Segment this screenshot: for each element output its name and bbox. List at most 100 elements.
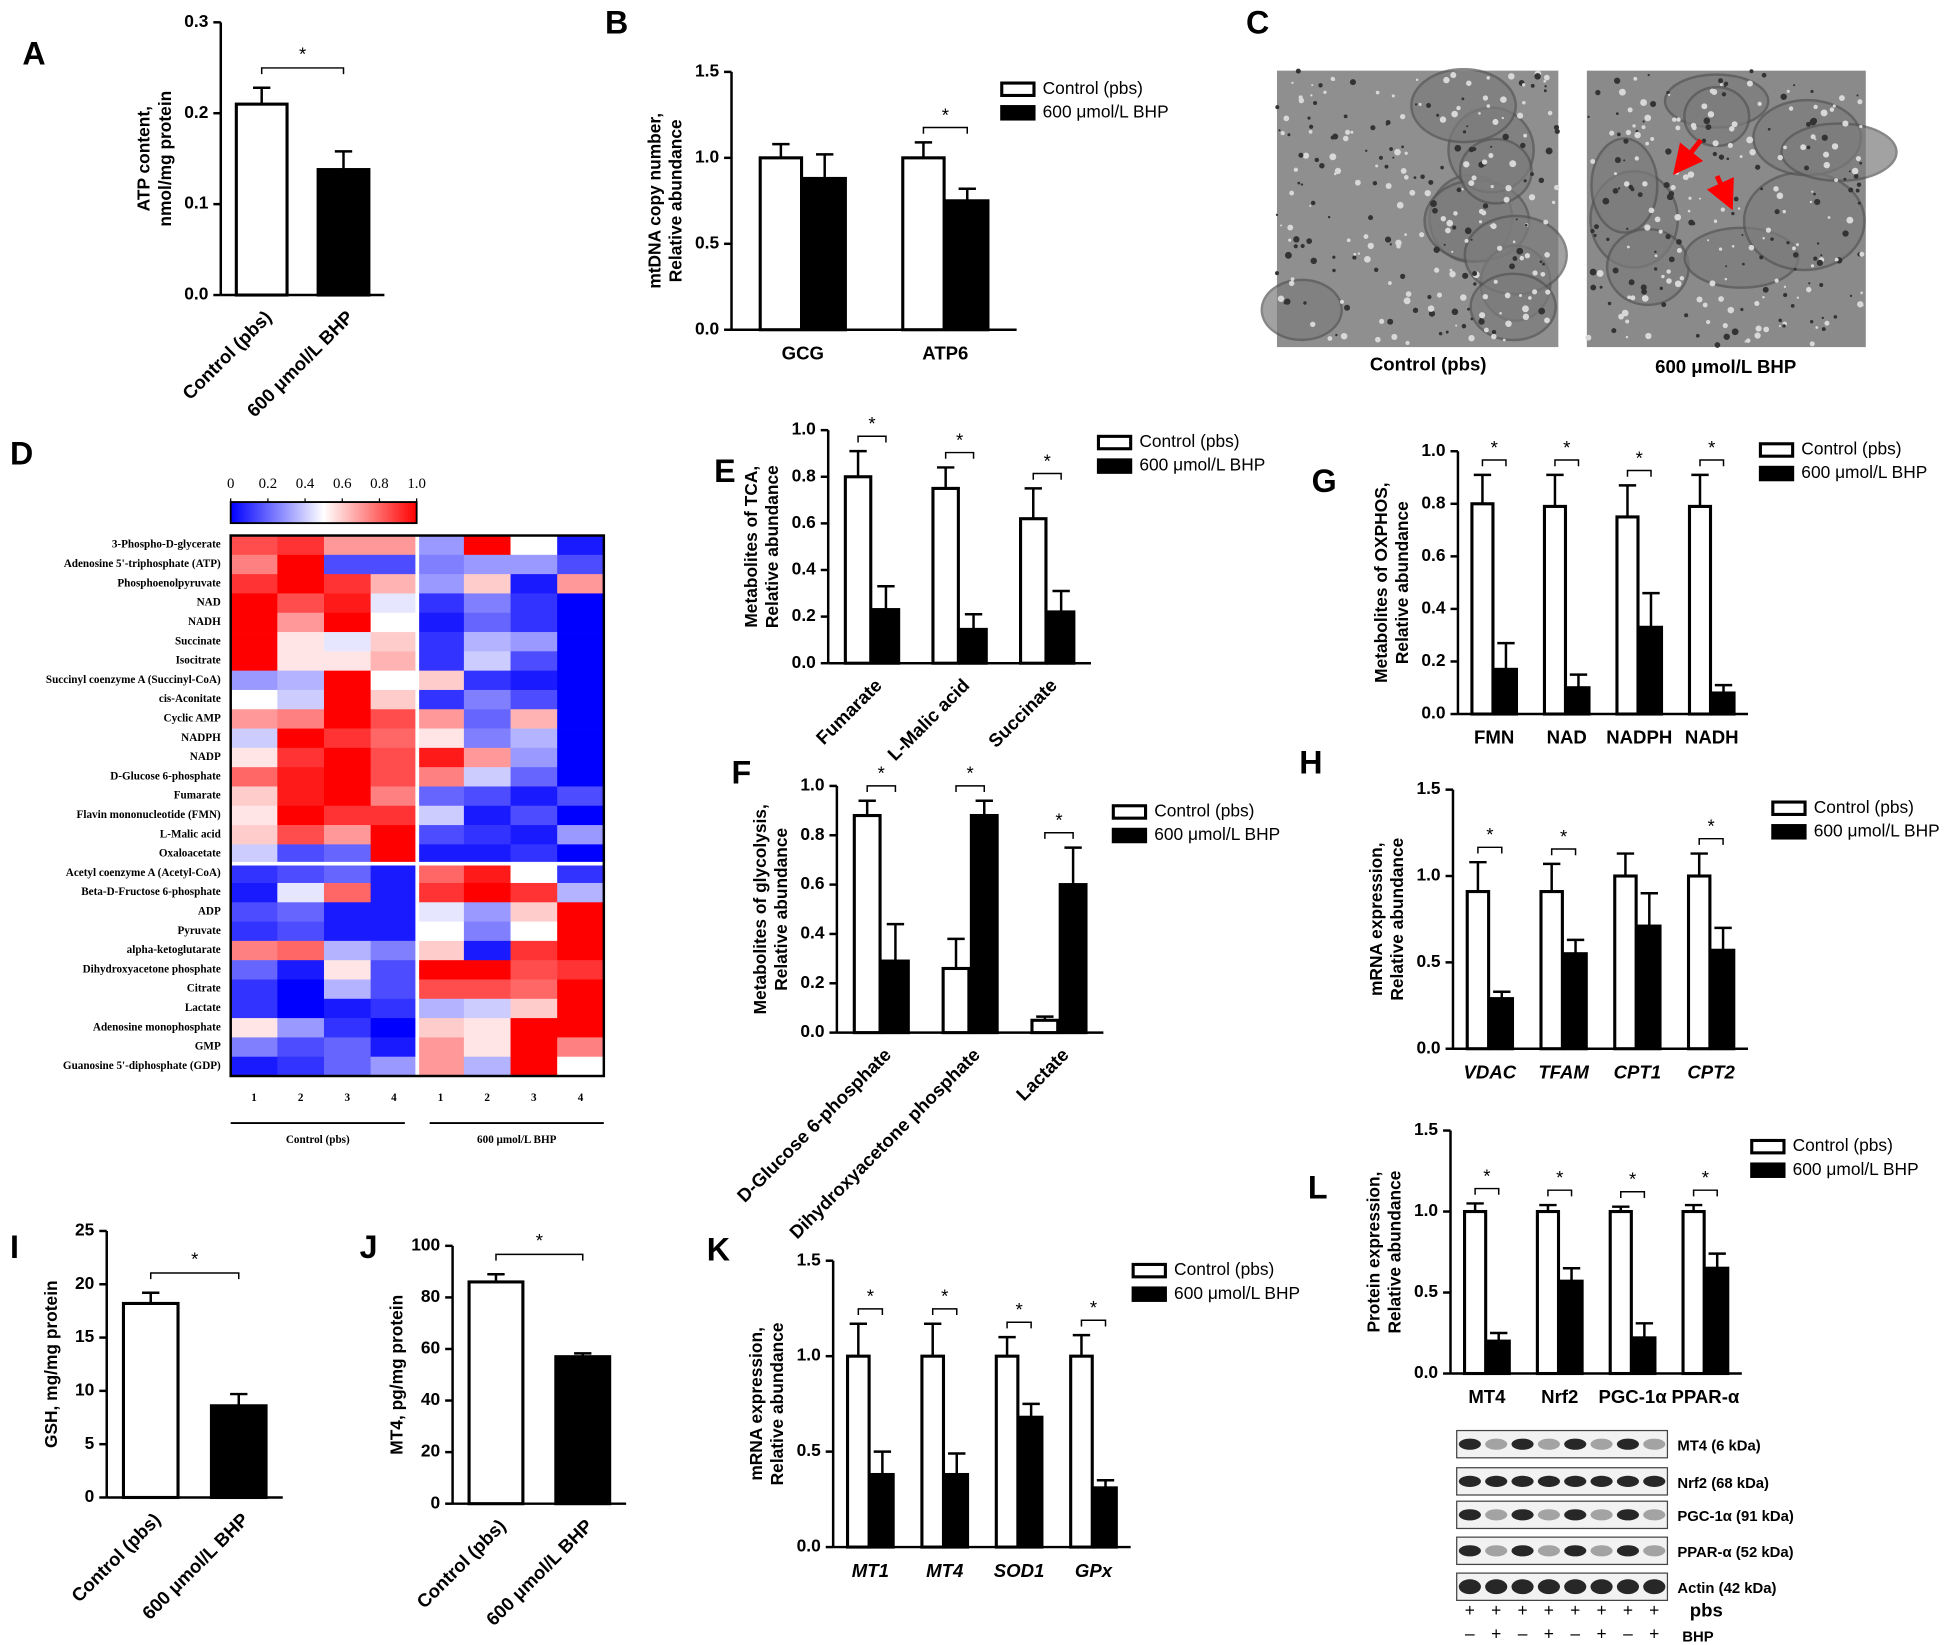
significance-label: * [1560, 826, 1567, 847]
heatmap-cell [417, 960, 465, 980]
organelle [1590, 137, 1659, 234]
y-tick-label: 1.5 [695, 60, 719, 80]
row-label: Isocitrate [176, 655, 221, 667]
speck [1293, 167, 1299, 172]
speck [1665, 148, 1672, 155]
speck [1481, 159, 1488, 165]
heatmap-cell [277, 632, 325, 652]
heatmap-cell [277, 960, 325, 980]
organelle [1780, 122, 1898, 182]
heatmap-cell [230, 747, 278, 768]
legend-swatch [1111, 804, 1148, 820]
speck [1616, 132, 1621, 137]
speck [1490, 145, 1493, 148]
significance-label: * [1636, 447, 1643, 468]
speck [1792, 246, 1796, 251]
speck [1310, 94, 1313, 97]
blot-band [1616, 1545, 1639, 1557]
significance-bracket [260, 67, 345, 75]
speck [1424, 189, 1431, 197]
y-axis-label: Relative abundance [1392, 501, 1412, 664]
speck [1384, 236, 1392, 243]
y-tick-label: 1.5 [1414, 1119, 1438, 1139]
speck [1729, 126, 1735, 132]
speck [1589, 268, 1597, 276]
y-axis-label: nmol/mg protein [155, 91, 175, 227]
blot-band [1458, 1545, 1481, 1557]
speck [1814, 138, 1817, 141]
error-bar [947, 937, 965, 969]
heatmap-cell [277, 747, 325, 768]
column-label: 1 [438, 1092, 444, 1104]
heatmap-cell [417, 844, 465, 865]
significance-label: * [1629, 1169, 1636, 1190]
speck [1483, 327, 1489, 333]
speck [1790, 304, 1795, 308]
colorbar-tick-label: 0.6 [333, 476, 352, 492]
heatmap-cell [510, 1056, 558, 1077]
speck [1412, 307, 1419, 314]
x-tick-label: NAD [1547, 727, 1587, 748]
heatmap-cell [230, 670, 278, 691]
bar [1637, 924, 1662, 1051]
blot-band [1485, 1545, 1508, 1557]
significance-label: * [1556, 1167, 1563, 1188]
row-label: NAD [197, 597, 221, 609]
blot-band [1485, 1475, 1508, 1487]
speck [1705, 124, 1712, 130]
heatmap-cell [323, 689, 371, 710]
row-label: Citrate [187, 983, 221, 995]
speck [1718, 154, 1725, 160]
speck [1439, 116, 1447, 123]
speck [1633, 76, 1638, 81]
significance-bracket [1550, 848, 1577, 856]
bar [1638, 625, 1664, 716]
y-tick-label: 0.2 [184, 102, 208, 122]
speck [1443, 76, 1450, 84]
heatmap-cell [370, 882, 418, 903]
organelle [1742, 170, 1866, 272]
significance-bracket [1692, 1189, 1718, 1197]
speck [1387, 318, 1394, 325]
speck [1625, 335, 1629, 339]
heatmap-cell [557, 593, 605, 614]
heatmap-cell [557, 574, 605, 594]
bar [843, 475, 873, 665]
heatmap-cell [417, 632, 465, 652]
speck [1690, 122, 1697, 129]
speck [1375, 164, 1379, 168]
heatmap-cell [230, 767, 278, 787]
speck [1391, 94, 1395, 98]
row-label: NADP [190, 751, 221, 763]
heatmap-cell [463, 554, 511, 575]
speck [1635, 129, 1639, 133]
speck [1670, 185, 1676, 191]
heatmap-cell [557, 709, 605, 729]
speck [1335, 333, 1338, 337]
y-axis-label: Metabolites of TCA, [741, 466, 761, 628]
significance-label: * [867, 1286, 874, 1307]
x-tick-label: Control (pbs) [67, 1509, 164, 1606]
speck [1666, 269, 1671, 274]
speck [1453, 211, 1458, 216]
speck [1821, 316, 1825, 320]
panel-letter: K [707, 1232, 730, 1268]
colorbar-tick-label: 0.2 [259, 476, 278, 492]
speck [1353, 252, 1357, 256]
speck [1403, 297, 1411, 305]
speck [1491, 333, 1497, 340]
speck [1544, 85, 1547, 88]
speck [1707, 111, 1715, 118]
speck [1666, 193, 1674, 201]
speck [1446, 219, 1454, 227]
speck [1783, 285, 1787, 288]
bar [1710, 948, 1736, 1051]
heatmap-cell [370, 921, 418, 942]
speck [1606, 237, 1610, 242]
significance-bracket [1080, 1319, 1107, 1327]
speck [1833, 315, 1838, 319]
speck [1851, 167, 1859, 175]
y-tick-label: 0.0 [184, 284, 208, 304]
y-tick-label: 10 [75, 1379, 94, 1399]
speck [1856, 94, 1859, 97]
